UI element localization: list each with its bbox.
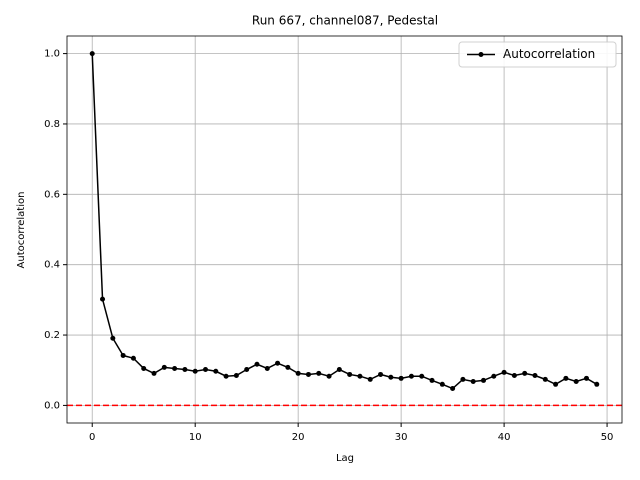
legend-marker [478,52,484,57]
data-point [481,377,487,383]
data-point [357,373,363,379]
data-point [439,381,445,387]
data-point [110,335,116,341]
x-tick-label: 30 [395,432,408,443]
data-point [511,373,517,379]
x-tick-label: 20 [292,432,305,443]
data-point [501,369,507,375]
data-point [563,375,569,381]
data-point [254,361,260,367]
data-point [419,373,425,379]
data-point [542,376,548,382]
x-axis-label: Lag [336,453,354,464]
data-point [583,375,589,381]
data-point [182,367,188,373]
data-point [367,376,373,382]
data-point [408,373,414,379]
y-tick-label: 0.8 [44,119,60,130]
data-point [336,367,342,373]
data-point [100,296,106,302]
data-point [378,371,384,377]
data-point [450,386,456,392]
data-point [398,375,404,381]
data-point [141,365,147,371]
data-point [316,370,322,376]
data-point [429,377,435,383]
y-tick-label: 0.4 [44,260,60,271]
data-point [295,370,301,376]
data-point [553,381,559,387]
data-point [192,368,198,374]
data-point [244,367,250,373]
data-point [89,51,95,57]
y-tick-label: 0.0 [44,400,60,411]
data-point [594,381,600,387]
data-point [347,371,353,377]
data-point [285,364,291,370]
chart-title: Run 667, channel087, Pedestal [252,14,438,28]
data-point [388,374,394,380]
data-point [326,373,332,379]
data-point [202,367,208,373]
data-point [305,371,311,377]
plot-frame [66,35,623,424]
data-point [491,373,497,379]
data-point [213,368,219,374]
data-point [460,376,466,382]
x-tick-label: 10 [189,432,202,443]
y-tick-label: 1.0 [44,49,60,60]
data-point [151,370,157,376]
data-point [470,378,476,384]
data-point [573,378,579,384]
data-point [532,373,538,379]
legend-label: Autocorrelation [503,47,595,61]
data-point [161,364,167,370]
data-point [233,373,239,379]
data-point [522,370,528,376]
y-tick-label: 0.6 [44,189,60,200]
x-tick-label: 0 [89,432,95,443]
data-point [264,365,270,371]
data-point [223,373,229,379]
x-tick-label: 50 [601,432,614,443]
data-point [275,360,281,366]
legend-box [458,41,617,68]
data-point [130,355,136,361]
y-axis-label: Autocorrelation [16,192,27,269]
data-point [120,352,126,358]
data-point [172,365,178,371]
y-tick-label: 0.2 [44,330,60,341]
x-tick-label: 40 [498,432,511,443]
